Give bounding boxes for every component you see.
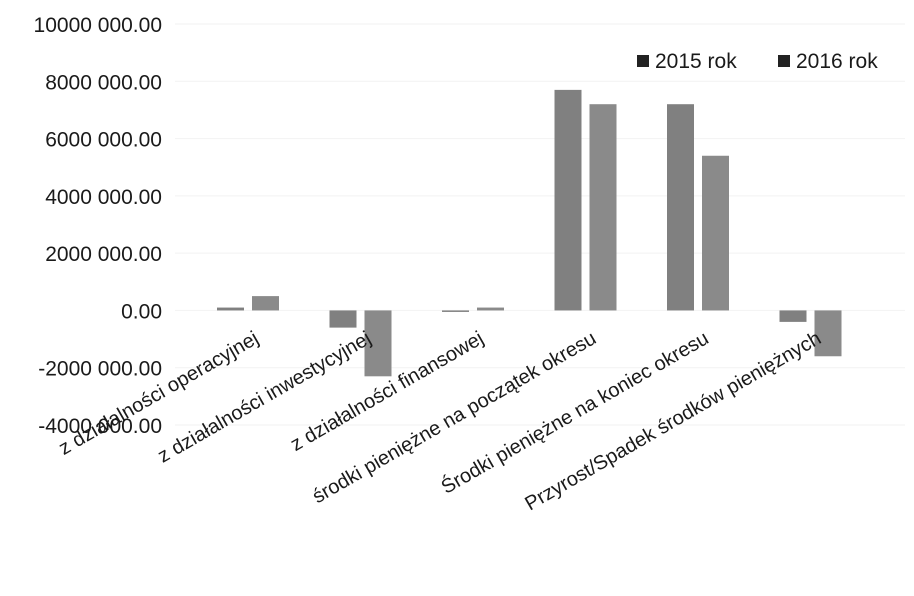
bar-2015-2	[442, 310, 469, 312]
y-tick-label: 10000 000.00	[34, 14, 162, 37]
bar-2015-5	[779, 310, 807, 322]
x-category-label: z działalności operacyjnej	[55, 327, 262, 459]
y-tick-label: 6000 000.00	[45, 129, 162, 152]
bar-2015-3	[554, 89, 582, 311]
y-tick-label: -4000 000.00	[38, 415, 162, 438]
bar-2016-0	[252, 296, 279, 311]
bar-2015-4	[667, 104, 694, 311]
legend-swatch-2016	[778, 55, 790, 67]
y-tick-label: 4000 000.00	[45, 186, 162, 209]
y-axis: 10000 000.00 8000 000.00 6000 000.00 4000 0…	[34, 14, 162, 438]
y-tick-label: 8000 000.00	[45, 71, 162, 94]
bar-2015-0	[217, 307, 244, 311]
y-tick-label: 0.00	[121, 300, 162, 323]
x-category-label: z działalności inwestycyjnej	[154, 327, 375, 467]
bar-2016-3	[589, 104, 617, 311]
bar-2016-4	[702, 155, 729, 311]
legend-label-2015: 2015 rok	[655, 50, 737, 73]
y-tick-label: -2000 000.00	[38, 358, 162, 381]
legend: 2015 rok 2016 rok	[637, 50, 878, 73]
y-tick-label: 2000 000.00	[45, 243, 162, 266]
legend-swatch-2015	[637, 55, 649, 67]
bars-layer	[217, 89, 842, 377]
bar-2015-1	[329, 310, 357, 328]
legend-label-2016: 2016 rok	[796, 50, 878, 73]
bar-2016-2	[477, 307, 504, 311]
grid-layer	[175, 23, 905, 426]
bar-2016-1	[364, 310, 392, 377]
bar-2016-5	[814, 310, 842, 357]
